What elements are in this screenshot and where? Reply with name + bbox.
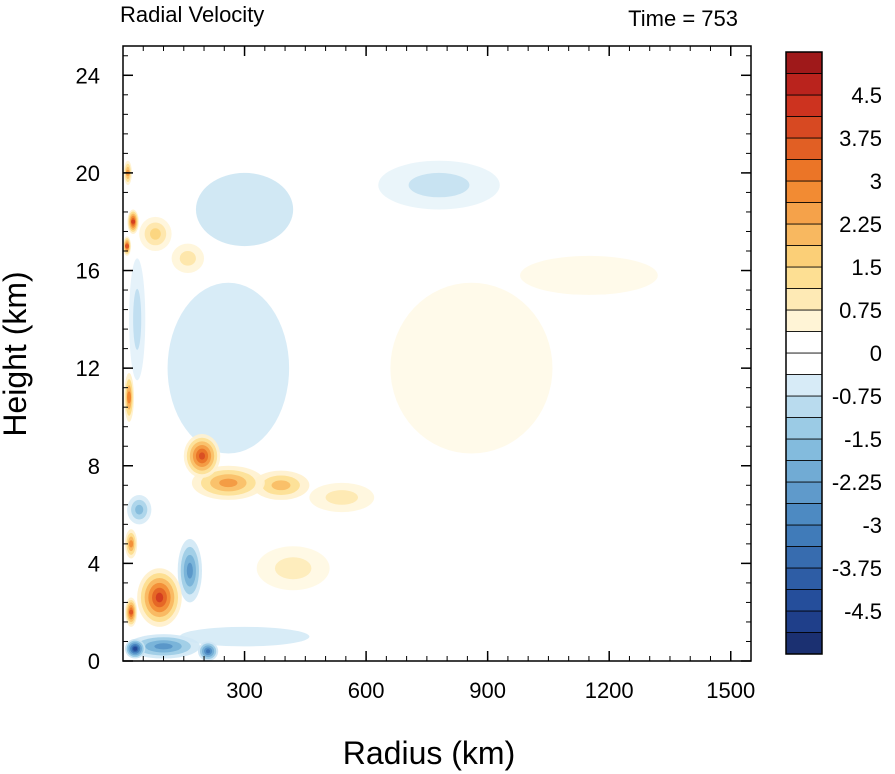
y-tick-label: 8 (88, 454, 100, 479)
velocity-feature (177, 538, 203, 603)
colorbar-bin (785, 159, 823, 182)
colorbar-bin (785, 546, 823, 569)
velocity-feature (125, 529, 138, 559)
colorbar-bin (785, 524, 823, 547)
velocity-feature (139, 216, 172, 252)
velocity-feature (256, 546, 330, 591)
colorbar-bin (785, 202, 823, 225)
colorbar-bin (785, 137, 823, 160)
colorbar-bin (785, 481, 823, 504)
velocity-feature (197, 641, 219, 661)
colorbar-bin (785, 503, 823, 526)
colorbar-label: 3.75 (839, 126, 882, 151)
colorbar-bin (785, 288, 823, 311)
colorbar-bin (785, 567, 823, 590)
velocity-feature (123, 236, 132, 256)
velocity-feature (390, 282, 553, 454)
colorbar-label: -2.25 (832, 470, 882, 495)
x-tick-label: 1200 (585, 678, 634, 703)
y-tick-label: 0 (88, 649, 100, 674)
velocity-feature (378, 160, 500, 210)
colorbar-bin (785, 610, 823, 633)
velocity-feature (137, 568, 182, 627)
colorbar-frame (785, 51, 823, 655)
colorbar-label: -3 (862, 513, 882, 538)
y-tick-label: 4 (88, 551, 100, 576)
velocity-feature (127, 209, 139, 234)
colorbar-label: -3.75 (832, 556, 882, 581)
colorbar-label: -1.5 (844, 427, 882, 452)
velocity-feature (127, 495, 152, 525)
colorbar-bin (785, 51, 823, 74)
colorbar: 4.5 3.75 3 2.25 1.5 0.75 0 -0.75 -1.5 -2.25 -3 -3.7… (785, 51, 882, 655)
colorbar-bin (785, 266, 823, 289)
colorbar-bin (785, 180, 823, 203)
colorbar-bin (785, 94, 823, 117)
velocity-feature (252, 470, 310, 500)
velocity-feature (195, 172, 294, 247)
colorbar-label: 3 (870, 169, 882, 194)
colorbar-label: 0 (870, 341, 882, 366)
colorbar-bin (785, 116, 823, 139)
colorbar-label: -0.75 (832, 384, 882, 409)
x-axis-title: Radius (km) (343, 735, 515, 771)
colorbar-bin (785, 245, 823, 268)
velocity-feature (171, 243, 205, 273)
colorbar-label: 4.5 (851, 83, 882, 108)
colorbar-bin (785, 438, 823, 461)
velocity-feature (129, 258, 146, 381)
plot-frame (122, 45, 752, 662)
colorbar-bin (785, 589, 823, 612)
y-tick-label: 24 (76, 63, 100, 88)
velocity-feature (179, 626, 310, 647)
x-tick-label: 900 (469, 678, 506, 703)
colorbar-bin (785, 395, 823, 418)
colorbar-bin (785, 309, 823, 332)
velocity-feature (127, 634, 200, 659)
velocity-feature (520, 255, 658, 295)
time-label: Time = 753 (628, 6, 738, 31)
y-tick-label: 16 (76, 259, 100, 284)
velocity-feature (309, 482, 375, 513)
colorbar-bin (785, 73, 823, 96)
velocity-feature (125, 597, 138, 627)
x-tick-label: 600 (348, 678, 385, 703)
colorbar-label: 0.75 (839, 298, 882, 323)
velocity-feature (167, 282, 290, 454)
velocity-feature (183, 434, 221, 478)
chart-title: Radial Velocity (120, 2, 264, 27)
colorbar-label: 1.5 (851, 255, 882, 280)
y-tick-label: 20 (76, 161, 100, 186)
colorbar-bin (785, 632, 823, 655)
velocity-feature (124, 373, 134, 422)
colorbar-label: -4.5 (844, 599, 882, 624)
x-tick-label: 300 (226, 678, 263, 703)
y-tick-label: 12 (76, 356, 100, 381)
colorbar-bin (785, 460, 823, 483)
colorbar-bin (785, 417, 823, 440)
colorbar-bin (785, 352, 823, 375)
colorbar-bin (785, 223, 823, 246)
y-axis-title: Height (km) (0, 271, 33, 436)
colorbar-label: 2.25 (839, 212, 882, 237)
axis-ticks: 300 600 900 1200 1500 0 4 8 12 16 20 24 (76, 46, 755, 703)
colorbar-bin (785, 374, 823, 397)
colorbar-bin (785, 331, 823, 354)
velocity-feature (125, 639, 146, 659)
plot-area (123, 46, 751, 661)
x-tick-label: 1500 (706, 678, 755, 703)
